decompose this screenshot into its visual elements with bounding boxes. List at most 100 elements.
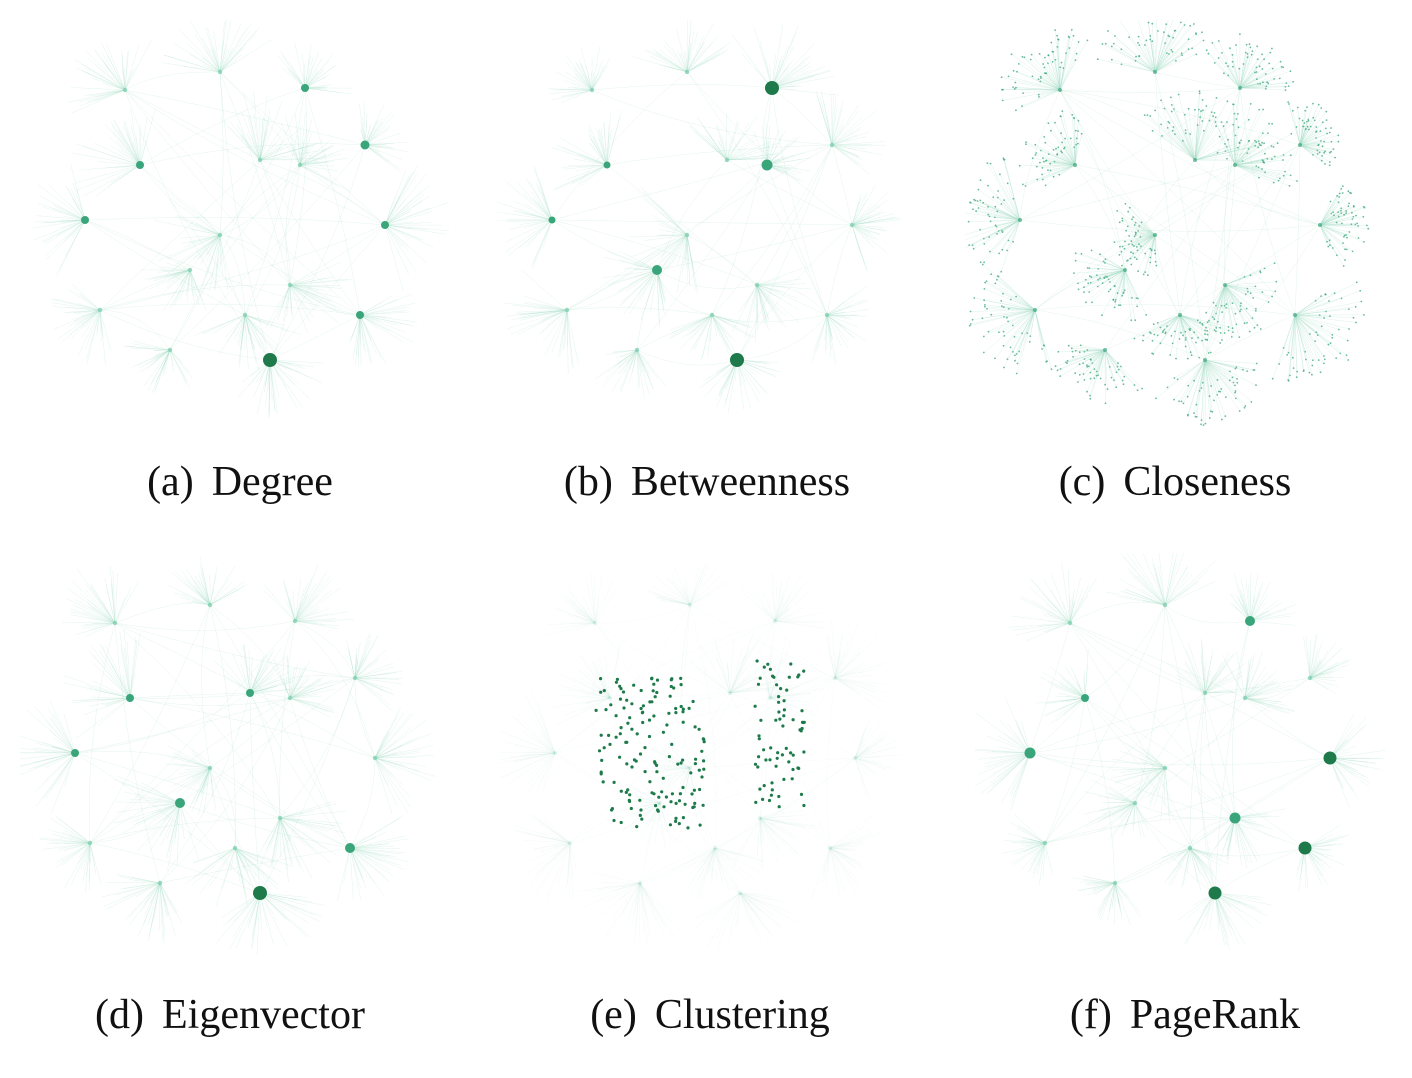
edge — [607, 165, 757, 285]
hub-node — [1073, 163, 1077, 167]
edge — [96, 165, 140, 196]
node — [994, 206, 996, 208]
node — [1056, 35, 1058, 37]
edge — [772, 88, 827, 315]
edge — [701, 647, 730, 693]
node — [1289, 185, 1291, 187]
edge — [344, 848, 350, 882]
node — [1346, 249, 1348, 251]
node — [1321, 325, 1323, 327]
node — [996, 233, 998, 235]
node — [1309, 372, 1311, 374]
edge — [71, 310, 100, 339]
graph-layer — [500, 564, 901, 950]
node — [1336, 195, 1338, 197]
node — [1234, 392, 1236, 394]
hub-node — [825, 313, 829, 317]
node — [1076, 53, 1078, 55]
node — [1148, 22, 1150, 24]
node — [972, 319, 974, 321]
edge — [677, 30, 687, 72]
node — [1075, 252, 1077, 254]
node — [1342, 185, 1344, 187]
node — [1038, 96, 1040, 98]
node — [1220, 332, 1222, 334]
edge — [827, 286, 868, 315]
edge — [775, 621, 825, 628]
node — [1061, 110, 1063, 112]
edge — [337, 848, 350, 901]
edge — [1155, 235, 1225, 285]
hub-node — [258, 158, 262, 162]
hub-node — [1033, 308, 1037, 312]
node — [1149, 248, 1151, 250]
node — [1312, 103, 1314, 105]
node — [1273, 146, 1275, 148]
edge — [1225, 225, 1320, 285]
node — [1367, 228, 1369, 230]
edge — [90, 698, 290, 843]
node — [1121, 265, 1123, 267]
node — [1084, 379, 1086, 381]
node — [1104, 384, 1106, 386]
edge — [852, 225, 868, 272]
node — [1081, 253, 1083, 255]
edge — [365, 118, 383, 145]
edge — [290, 698, 350, 848]
edge — [140, 144, 365, 165]
node — [1199, 92, 1201, 94]
node — [1014, 82, 1016, 84]
edge — [637, 165, 767, 350]
node — [1131, 240, 1133, 242]
node — [1310, 126, 1312, 128]
node — [1137, 389, 1139, 391]
edge — [688, 315, 713, 331]
node — [1362, 216, 1364, 218]
node — [1251, 401, 1253, 403]
node — [1039, 162, 1041, 164]
edge — [1240, 46, 1257, 88]
edge — [115, 573, 118, 623]
node — [1149, 115, 1151, 117]
edge — [115, 623, 160, 883]
edge — [169, 193, 220, 235]
node — [1137, 270, 1139, 272]
node — [1193, 380, 1195, 382]
node — [1243, 63, 1245, 65]
node — [1134, 338, 1136, 340]
node — [1187, 414, 1189, 416]
node — [1272, 68, 1274, 70]
node — [1320, 130, 1322, 132]
node — [1161, 135, 1163, 137]
graph-layer — [20, 557, 435, 955]
edge — [350, 832, 387, 848]
node — [1108, 291, 1110, 293]
node — [1208, 53, 1210, 55]
hub-node — [301, 84, 309, 92]
edge — [544, 819, 570, 843]
edge — [1035, 305, 1295, 315]
edge — [210, 590, 239, 605]
edge — [250, 656, 285, 693]
node — [1025, 141, 1027, 143]
edge — [1125, 270, 1132, 298]
node — [1234, 385, 1236, 387]
node — [1326, 133, 1328, 135]
edge — [100, 304, 360, 315]
node — [1167, 387, 1169, 389]
node — [1256, 45, 1258, 47]
node — [1059, 66, 1061, 68]
node — [1290, 175, 1292, 177]
node — [1001, 76, 1003, 78]
node — [1358, 237, 1360, 239]
node — [990, 221, 992, 223]
edge — [580, 154, 607, 165]
hub-node — [175, 798, 185, 808]
node — [982, 264, 984, 266]
edge — [102, 52, 126, 90]
node — [1057, 369, 1059, 371]
node — [1250, 47, 1252, 49]
edge — [1295, 315, 1321, 372]
node — [1132, 216, 1134, 218]
caption-letter: (c) — [1059, 459, 1106, 505]
